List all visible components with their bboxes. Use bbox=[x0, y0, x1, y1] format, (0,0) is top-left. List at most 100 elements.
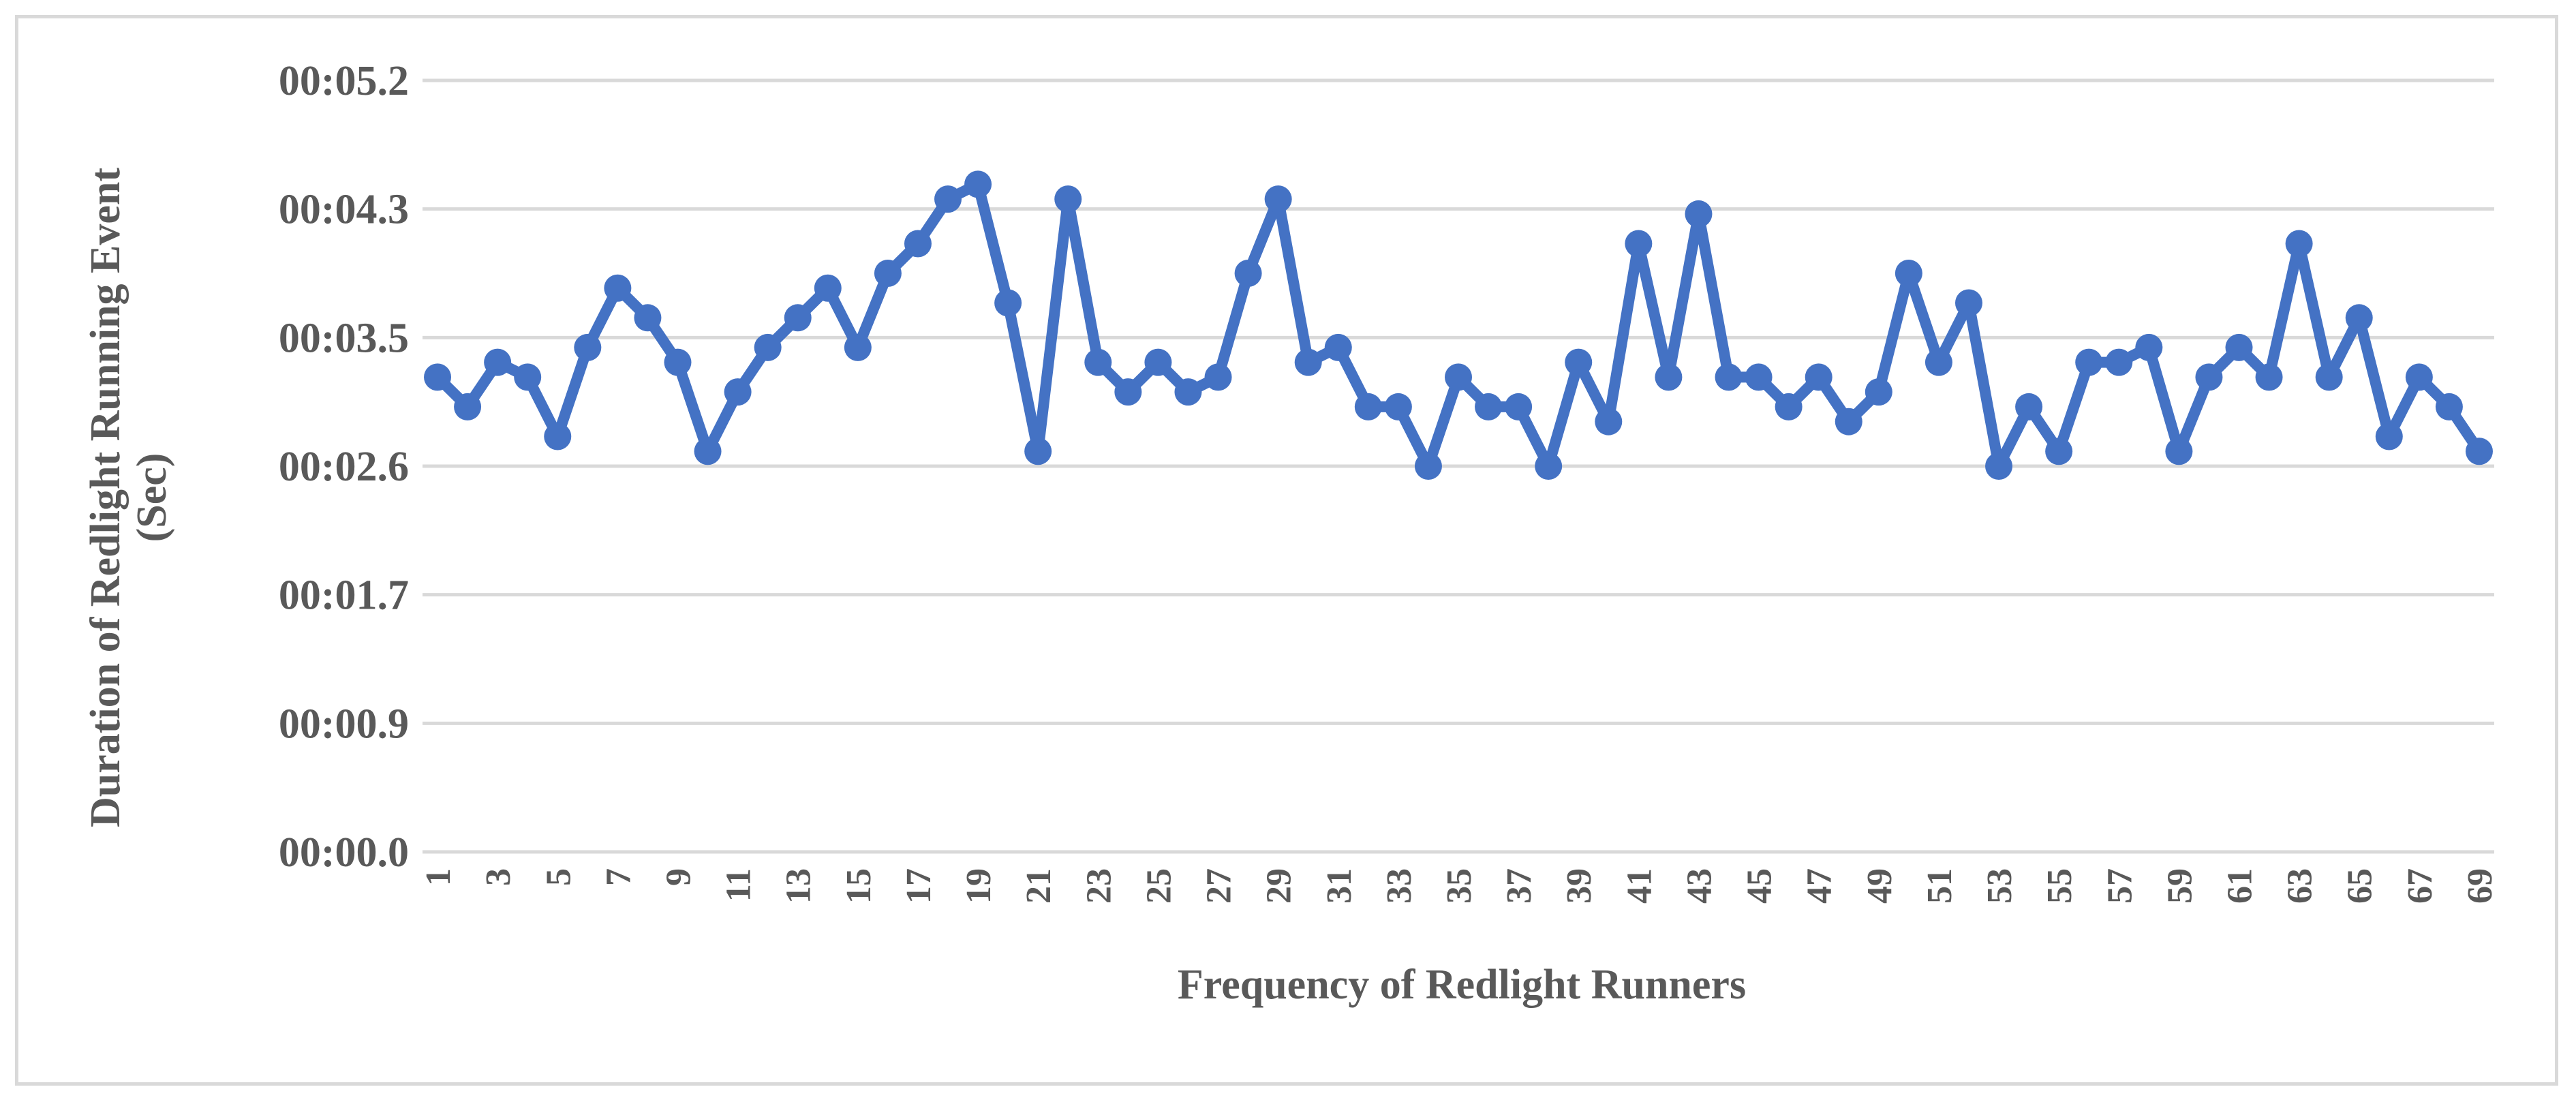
y-tick-label: 00:00.9 bbox=[279, 701, 409, 747]
data-point bbox=[1445, 363, 1472, 391]
data-point bbox=[664, 348, 692, 376]
data-point bbox=[1835, 408, 1862, 435]
data-point bbox=[994, 289, 1022, 317]
data-point bbox=[964, 170, 992, 198]
data-point bbox=[2465, 438, 2493, 465]
data-point bbox=[484, 348, 512, 376]
y-tick-label: 00:05.2 bbox=[279, 58, 409, 104]
data-point bbox=[2255, 363, 2283, 391]
data-point bbox=[784, 304, 812, 332]
data-point bbox=[1084, 348, 1112, 376]
data-point bbox=[634, 304, 662, 332]
data-point bbox=[1414, 453, 1442, 480]
data-point bbox=[2195, 363, 2223, 391]
y-axis-tick-labels: 00:00.0 00:00.9 00:01.7 00:02.6 00:03.5 00:04… bbox=[279, 58, 409, 876]
gridlines bbox=[423, 78, 2494, 854]
data-points bbox=[424, 170, 2493, 480]
x-tick-label: 23 bbox=[1079, 868, 1118, 904]
data-point bbox=[1985, 453, 2013, 480]
x-tick-label: 9 bbox=[659, 868, 698, 886]
data-point bbox=[1715, 363, 1743, 391]
x-tick-label: 11 bbox=[720, 868, 758, 902]
data-point bbox=[1805, 363, 1833, 391]
data-point bbox=[2105, 348, 2133, 376]
y-tick-label: 00:03.5 bbox=[279, 315, 409, 361]
x-tick-label: 59 bbox=[2160, 868, 2199, 904]
data-point bbox=[694, 438, 722, 465]
x-tick-label: 41 bbox=[1620, 868, 1659, 904]
data-point bbox=[1655, 363, 1683, 391]
data-point bbox=[1174, 378, 1202, 406]
x-tick-label: 63 bbox=[2281, 868, 2320, 904]
x-tick-label: 45 bbox=[1741, 868, 1779, 904]
x-tick-label: 15 bbox=[840, 868, 878, 904]
data-point bbox=[1895, 260, 1922, 287]
data-point bbox=[544, 423, 572, 450]
x-tick-label: 55 bbox=[2040, 868, 2079, 904]
data-point bbox=[1625, 230, 1653, 258]
data-point bbox=[2345, 304, 2373, 332]
data-point bbox=[814, 274, 842, 302]
data-point bbox=[1535, 453, 1563, 480]
x-tick-label: 61 bbox=[2221, 868, 2260, 904]
data-point bbox=[934, 185, 962, 213]
data-point bbox=[424, 363, 452, 391]
x-tick-label: 29 bbox=[1260, 868, 1299, 904]
series-line bbox=[432, 179, 2485, 472]
x-tick-label: 31 bbox=[1320, 868, 1359, 904]
data-point bbox=[1294, 348, 1322, 376]
x-tick-label: 37 bbox=[1500, 868, 1539, 904]
x-tick-label: 1 bbox=[419, 868, 458, 886]
data-point bbox=[454, 393, 482, 420]
data-point bbox=[1745, 363, 1773, 391]
data-point bbox=[1114, 378, 1142, 406]
data-point bbox=[514, 363, 542, 391]
data-point bbox=[1324, 333, 1352, 361]
data-point bbox=[724, 378, 752, 406]
y-tick-label: 00:01.7 bbox=[279, 572, 409, 619]
data-point bbox=[1264, 185, 1292, 213]
data-point bbox=[1384, 393, 1412, 420]
series-polyline bbox=[432, 179, 2485, 472]
data-point bbox=[2375, 423, 2403, 450]
x-tick-label: 53 bbox=[1980, 868, 2019, 904]
x-tick-label: 27 bbox=[1200, 868, 1239, 904]
x-tick-label: 19 bbox=[960, 868, 998, 904]
data-point bbox=[1144, 348, 1172, 376]
x-tick-label: 69 bbox=[2461, 868, 2500, 904]
data-point bbox=[2435, 393, 2463, 420]
data-point bbox=[604, 274, 632, 302]
x-tick-label: 13 bbox=[780, 868, 818, 904]
y-axis-title-line-2: (Sec) bbox=[129, 453, 175, 542]
data-point bbox=[574, 333, 602, 361]
x-tick-label: 33 bbox=[1380, 868, 1419, 904]
x-tick-label: 51 bbox=[1920, 868, 1959, 904]
data-point bbox=[1595, 408, 1623, 435]
data-point bbox=[844, 333, 872, 361]
data-point bbox=[1685, 200, 1713, 228]
x-tick-label: 57 bbox=[2100, 868, 2139, 904]
data-point bbox=[2015, 393, 2043, 420]
data-point bbox=[2045, 438, 2073, 465]
data-point bbox=[1024, 438, 1052, 465]
data-point bbox=[1954, 289, 1982, 317]
y-tick-label: 00:00.0 bbox=[279, 829, 409, 876]
x-tick-label: 17 bbox=[900, 868, 938, 904]
data-point bbox=[1925, 348, 1952, 376]
x-tick-label: 3 bbox=[479, 868, 518, 886]
x-tick-label: 21 bbox=[1019, 868, 1058, 904]
x-tick-label: 25 bbox=[1139, 868, 1178, 904]
y-axis-title: Duration of Redlight Running Event (Sec) bbox=[82, 168, 175, 827]
y-axis-title-line-1: Duration of Redlight Running Event bbox=[82, 168, 129, 827]
x-tick-label: 47 bbox=[1800, 868, 1839, 904]
data-point bbox=[904, 230, 932, 258]
data-point bbox=[874, 260, 902, 287]
data-point bbox=[2285, 230, 2313, 258]
data-point bbox=[1054, 185, 1082, 213]
data-point bbox=[1865, 378, 1892, 406]
x-tick-label: 5 bbox=[539, 868, 578, 886]
data-point bbox=[2315, 363, 2343, 391]
x-tick-label: 7 bbox=[599, 868, 638, 886]
data-point bbox=[1565, 348, 1593, 376]
data-point bbox=[1475, 393, 1503, 420]
